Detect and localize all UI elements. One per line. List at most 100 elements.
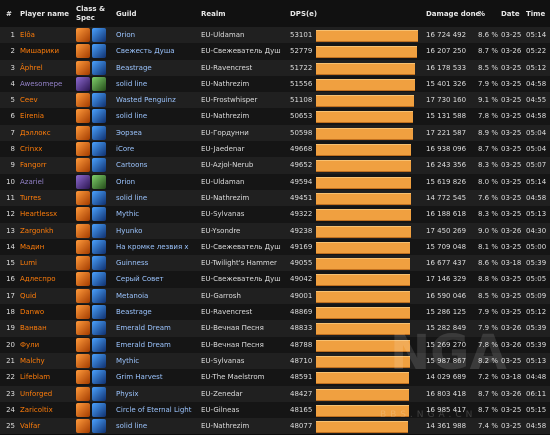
dps-bar [316, 127, 413, 140]
guild-link[interactable]: Emerald Dream [116, 324, 171, 333]
guild-link[interactable]: На кромке лезвия х [116, 242, 189, 251]
percent-cell: 8.7 % [478, 47, 499, 56]
table-row[interactable]: 18 Danwo Beastrage EU-Ravencrest 48869 1… [0, 304, 550, 321]
balance-spec-icon [92, 223, 106, 238]
guild-link[interactable]: solid line [116, 193, 148, 202]
table-row[interactable]: 21 Malchy Mythic EU-Sylvanas 48710 15 98… [0, 352, 550, 370]
table-row[interactable]: 24 Zaricoltix Circle of Eternal Light EU… [0, 401, 550, 419]
guild-link[interactable]: Orion [116, 31, 136, 39]
percent-cell: 8.5 % [478, 291, 499, 300]
player-name-header[interactable]: Player name [20, 10, 69, 18]
table-row[interactable]: 1 Elôa Orion EU-Uldaman 53101 16 724 492… [0, 27, 550, 44]
table-row[interactable]: 19 Ванван Emerald Dream EU-Вечная Песня … [0, 320, 550, 337]
player-name-link[interactable]: Адлеспро [20, 275, 56, 284]
guild-link[interactable]: solid line [116, 112, 148, 121]
player-name-link[interactable]: Фули [20, 340, 40, 349]
player-name-link[interactable]: Eirenia [20, 112, 45, 121]
guild-link[interactable]: iCore [116, 145, 135, 154]
player-name-link[interactable]: Unforged [20, 389, 53, 398]
guild-link[interactable]: Guinness [116, 259, 149, 268]
percent-cell: 7.9 % [478, 308, 499, 317]
guild-link[interactable]: Серый Совет [116, 275, 164, 284]
guild-link[interactable]: Cartoons [116, 161, 148, 170]
guild-link[interactable]: Physix [116, 389, 139, 398]
rank-cell: 22 [6, 373, 15, 382]
table-row[interactable]: 23 Unforged Physix EU-Zenedar 48427 16 8… [0, 385, 550, 402]
guild-link[interactable]: Mythic [116, 210, 140, 219]
player-name-link[interactable]: Ванван [20, 324, 47, 333]
table-row[interactable]: 10 Azariel Orion EU-Uldaman 49594 15 619… [0, 173, 550, 190]
table-row[interactable]: 2 Мишарики Свежесть Душа EU-Свежеватель … [0, 43, 550, 60]
guild-link[interactable]: solid line [116, 79, 148, 88]
guild-link[interactable]: Wasted Penguinz [116, 96, 176, 105]
guild-link[interactable]: Metanoia [116, 291, 149, 300]
table-row[interactable]: 9 Fangorr Cartoons EU-Azjol-Nerub 49652 … [0, 157, 550, 174]
table-row[interactable]: 8 Crinxx iCore EU-Jaedenar 49668 16 938 … [0, 141, 550, 158]
percent-cell: 8.7 % [478, 389, 499, 398]
dps-bar [316, 404, 409, 417]
player-name-link[interactable]: Lumi [20, 259, 37, 268]
player-name-link[interactable]: Мадин [20, 242, 45, 251]
player-name-link[interactable]: Âphrel [20, 63, 43, 72]
player-name-link[interactable]: Zargonkh [20, 226, 54, 235]
player-name-link[interactable]: Дэллокс [20, 128, 51, 137]
time-header[interactable]: Time [526, 10, 546, 18]
guild-link[interactable]: Beastrage [116, 63, 152, 72]
percent-header[interactable]: % [478, 10, 486, 18]
player-name-link[interactable]: Malchy [20, 356, 45, 365]
table-row[interactable]: 12 Heartlessx Mythic EU-Sylvanas 49322 1… [0, 206, 550, 223]
player-name-link[interactable]: Danwo [20, 308, 45, 317]
guild-link[interactable]: Свежесть Душа [116, 47, 175, 56]
guild-link[interactable]: Circle of Eternal Light [116, 405, 192, 414]
table-row[interactable]: 5 Ceev Wasted Penguinz EU-Frostwhisper 5… [0, 92, 550, 109]
table-row[interactable]: 3 Âphrel Beastrage EU-Ravencrest 51722 1… [0, 59, 550, 76]
table-row[interactable]: 22 Lifeblam Grim Harvest EU-The Maelstro… [0, 369, 550, 386]
damage-done-header[interactable]: Damage done [426, 10, 481, 18]
dps-header[interactable]: DPS(e) [290, 10, 318, 18]
dps-cell: 49594 [290, 177, 313, 186]
player-name-link[interactable]: Zaricoltix [20, 405, 53, 414]
damage-done-cell: 15 131 588 [426, 112, 467, 121]
player-name-link[interactable]: Ceev [20, 96, 38, 105]
table-row[interactable]: 7 Дэллокс Эорзеа EU-Гордунни 50598 17 22… [0, 124, 550, 142]
player-name-link[interactable]: Azariel [20, 177, 44, 186]
druid-class-icon [76, 142, 90, 157]
guild-link[interactable]: solid line [116, 422, 148, 431]
player-name-link[interactable]: Awesomepe [20, 79, 63, 88]
date-header[interactable]: Date [501, 10, 520, 18]
player-name-link[interactable]: Turres [20, 193, 42, 202]
time-cell: 04:58 [526, 193, 547, 202]
guild-header[interactable]: Guild [116, 10, 137, 18]
druid-class-icon [76, 109, 90, 124]
table-row[interactable]: 13 Zargonkh Hyunko EU-Ysondre 49238 17 4… [0, 222, 550, 239]
guild-link[interactable]: Эорзеа [116, 128, 142, 137]
realm-header[interactable]: Realm [201, 10, 226, 18]
date-cell: 03-18 [501, 373, 522, 382]
guild-link[interactable]: Beastrage [116, 308, 152, 317]
time-cell: 04:58 [526, 422, 547, 431]
player-name-link[interactable]: Fangorr [20, 161, 47, 170]
table-row[interactable]: 25 Valfar solid line EU-Nathrezim 48077 … [0, 418, 550, 435]
table-row[interactable]: 4 Awesomepe solid line EU-Nathrezim 5155… [0, 75, 550, 93]
table-row[interactable]: 16 Адлеспро Серый Совет EU-Свежеватель Д… [0, 271, 550, 288]
table-row[interactable]: 15 Lumi Guinness EU-Twilight's Hammer 49… [0, 255, 550, 272]
guild-link[interactable]: Orion [116, 177, 136, 186]
player-name-link[interactable]: Elôa [20, 31, 35, 39]
table-row[interactable]: 6 Eirenia solid line EU-Nathrezim 50653 … [0, 108, 550, 125]
guild-link[interactable]: Hyunko [116, 226, 143, 235]
guild-link[interactable]: Emerald Dream [116, 340, 171, 349]
guild-link[interactable]: Grim Harvest [116, 373, 163, 382]
guild-link[interactable]: Mythic [116, 356, 140, 365]
table-row[interactable]: 11 Turres solid line EU-Nathrezim 49451 … [0, 189, 550, 207]
player-name-link[interactable]: Crinxx [20, 145, 43, 154]
table-row[interactable]: 17 Quid Metanoia EU-Garrosh 49001 16 590… [0, 287, 550, 305]
player-name-link[interactable]: Quid [20, 291, 37, 300]
player-name-link[interactable]: Heartlessx [20, 210, 58, 219]
table-row[interactable]: 14 Мадин На кромке лезвия х EU-Свежевате… [0, 238, 550, 256]
player-name-link[interactable]: Мишарики [20, 47, 60, 56]
druid-class-icon [76, 256, 90, 271]
table-row[interactable]: 20 Фули Emerald Dream EU-Вечная Песня 48… [0, 336, 550, 353]
player-name-link[interactable]: Valfar [20, 422, 41, 431]
player-name-link[interactable]: Lifeblam [20, 373, 51, 382]
warlock-class-icon [76, 174, 90, 189]
